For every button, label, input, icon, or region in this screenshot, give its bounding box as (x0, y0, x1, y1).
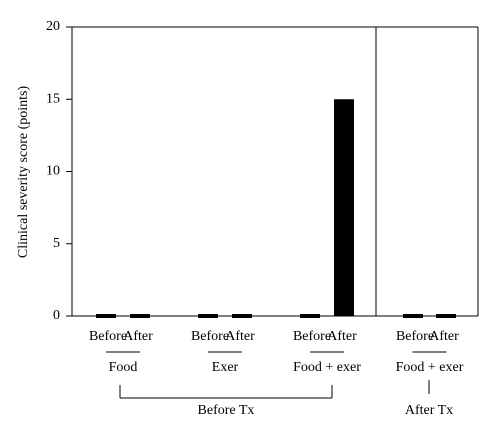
group-label: Food + exer (396, 360, 464, 375)
y-axis-label: Clinical severity score (points) (16, 86, 31, 259)
supergroup-label: After Tx (405, 403, 453, 418)
bar (436, 314, 456, 318)
bar (403, 314, 423, 318)
y-tick-label: 5 (53, 236, 60, 251)
bar (334, 99, 354, 316)
bar (96, 314, 116, 318)
y-tick-label: 20 (46, 19, 60, 34)
x-tick-label: Before (89, 329, 127, 344)
bar (198, 314, 218, 318)
x-tick-label: After (123, 329, 153, 344)
x-tick-label: Before (191, 329, 229, 344)
x-tick-label: Before (293, 329, 331, 344)
y-tick-label: 15 (46, 91, 60, 106)
y-tick-label: 0 (53, 308, 60, 323)
x-tick-label: Before (396, 329, 434, 344)
group-label: Exer (212, 360, 239, 375)
supergroup-label: Before Tx (198, 403, 255, 418)
group-label: Food + exer (293, 360, 361, 375)
x-tick-label: After (225, 329, 255, 344)
bar (300, 314, 320, 318)
group-label: Food (109, 360, 138, 375)
x-tick-label: After (429, 329, 459, 344)
x-tick-label: After (327, 329, 357, 344)
y-tick-label: 10 (46, 164, 60, 179)
bar (232, 314, 252, 318)
bar (130, 314, 150, 318)
